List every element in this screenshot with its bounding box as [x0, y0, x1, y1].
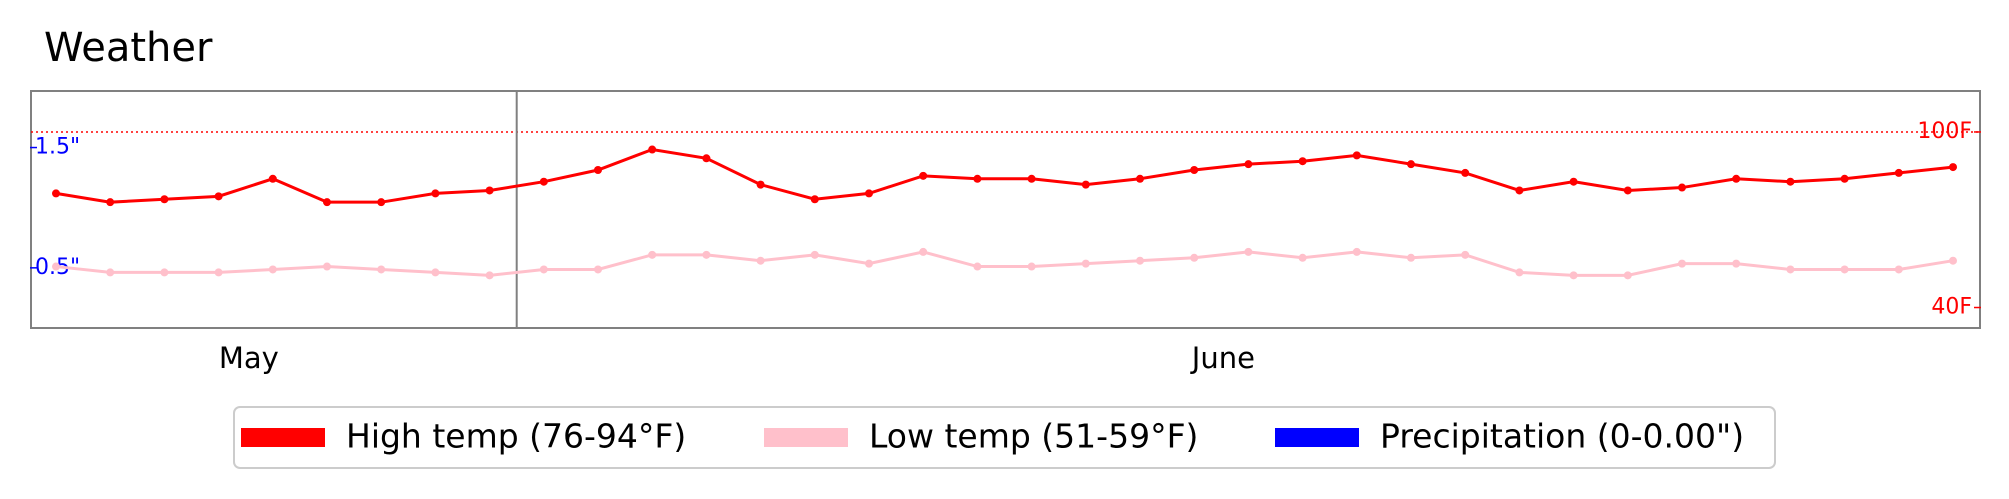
point [1623, 186, 1632, 195]
point [1569, 177, 1578, 186]
point [810, 195, 819, 204]
point [1623, 271, 1632, 280]
point [1949, 256, 1957, 265]
plot-area [30, 90, 1981, 329]
point [52, 189, 60, 198]
point [1840, 174, 1849, 183]
point [973, 262, 982, 271]
point [1515, 268, 1524, 277]
point [485, 186, 494, 195]
point [1244, 160, 1253, 169]
point [1678, 183, 1686, 192]
point [594, 265, 602, 274]
point [919, 171, 928, 180]
legend-box [233, 406, 1776, 469]
point [377, 265, 386, 274]
point [106, 198, 115, 207]
series-line [55, 250, 1954, 277]
point [214, 192, 223, 201]
point [160, 268, 169, 277]
point [1732, 259, 1741, 268]
point [323, 262, 331, 271]
point [485, 271, 494, 280]
point [431, 189, 440, 198]
point [1298, 253, 1307, 262]
point [919, 247, 928, 256]
point [702, 250, 711, 259]
point [865, 259, 873, 268]
point [1786, 177, 1795, 186]
point [1352, 151, 1361, 160]
y-tick-label: 1.5" [35, 135, 80, 160]
legend-label: Low temp (51-59°F) [869, 417, 1198, 456]
y2-tick-label: 100F [1917, 119, 1972, 144]
point [160, 195, 169, 204]
legend-swatch [1275, 428, 1359, 447]
point [1298, 157, 1307, 166]
point [1786, 265, 1795, 274]
point [594, 166, 602, 174]
point [1136, 174, 1144, 183]
point [1027, 174, 1036, 183]
point [1352, 247, 1361, 256]
point [648, 250, 657, 259]
point [973, 174, 982, 183]
month-label: June [1190, 341, 1255, 375]
point [865, 189, 873, 198]
point [268, 174, 277, 183]
point [648, 145, 657, 154]
point [214, 268, 223, 277]
point [1461, 168, 1470, 177]
point [1136, 256, 1144, 265]
legend-label: Precipitation (0-0.00") [1380, 417, 1744, 456]
point [377, 198, 386, 207]
point [1190, 166, 1199, 174]
point [1081, 180, 1090, 189]
point [810, 250, 819, 259]
legend-swatch [241, 428, 325, 447]
point [1027, 262, 1036, 271]
point [539, 177, 548, 186]
point [1244, 247, 1253, 256]
point [1407, 160, 1415, 169]
point [1949, 163, 1957, 172]
point [1840, 265, 1849, 274]
point [431, 268, 440, 277]
point [1190, 253, 1199, 262]
point [1515, 186, 1524, 195]
point [756, 180, 765, 189]
point [268, 265, 277, 274]
legend-label: High temp (76-94°F) [346, 417, 686, 456]
point [52, 262, 60, 271]
y2-tick-label: 40F [1931, 295, 1972, 320]
point [1081, 259, 1090, 268]
point [1461, 250, 1470, 259]
point [702, 154, 711, 163]
point [1894, 265, 1903, 274]
point [1732, 174, 1741, 183]
point [1894, 168, 1903, 177]
month-label: May [219, 341, 279, 375]
series-line [55, 147, 1954, 204]
point [1407, 253, 1415, 262]
point [756, 256, 765, 265]
point [1569, 271, 1578, 280]
point [1678, 259, 1686, 268]
point [323, 198, 331, 207]
point [539, 265, 548, 274]
chart-title: Weather [44, 25, 213, 71]
point [106, 268, 115, 277]
legend-swatch [764, 428, 848, 447]
